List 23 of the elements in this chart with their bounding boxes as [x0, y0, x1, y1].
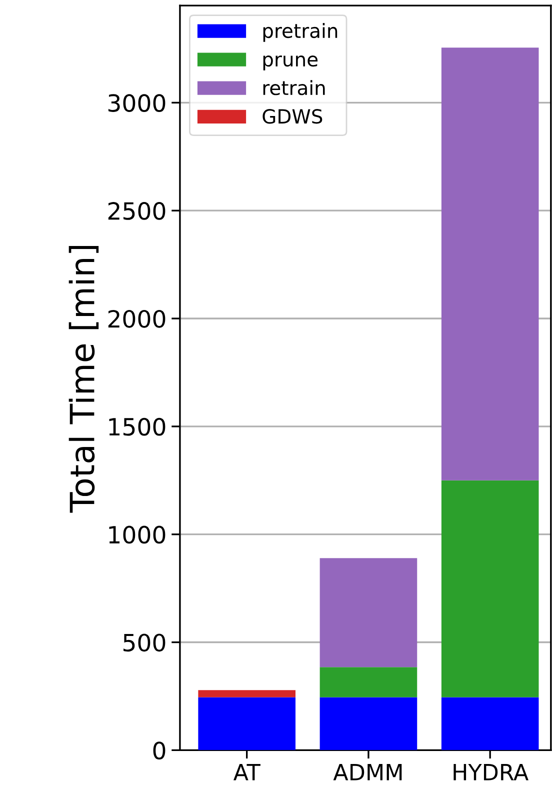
y-tick-label: 2500 — [108, 202, 166, 220]
bar — [320, 697, 418, 750]
legend-label: pretrain — [263, 23, 338, 42]
bar — [198, 697, 296, 750]
y-tick-label: 0 — [153, 742, 166, 760]
y-tick-label: 2000 — [108, 310, 166, 328]
legend-label: prune — [263, 55, 318, 70]
legend-label: retrain — [263, 80, 325, 96]
bar — [198, 690, 296, 698]
y-tick-label: 500 — [124, 634, 166, 652]
y-tick-label: 1500 — [109, 418, 166, 436]
x-tick-label: ADMM — [333, 764, 402, 780]
x-tick-label: HYDRA — [454, 764, 528, 780]
bar — [441, 48, 539, 480]
bar — [441, 697, 539, 750]
y-axis-title: Total Time [min] — [68, 246, 99, 513]
bar — [441, 480, 539, 698]
legend-label: GDWS — [262, 109, 322, 124]
bar — [320, 558, 418, 668]
bar — [320, 667, 418, 698]
y-tick-label: 1000 — [109, 526, 166, 544]
x-tick-label: AT — [233, 764, 260, 780]
y-tick-label: 3000 — [108, 94, 166, 112]
